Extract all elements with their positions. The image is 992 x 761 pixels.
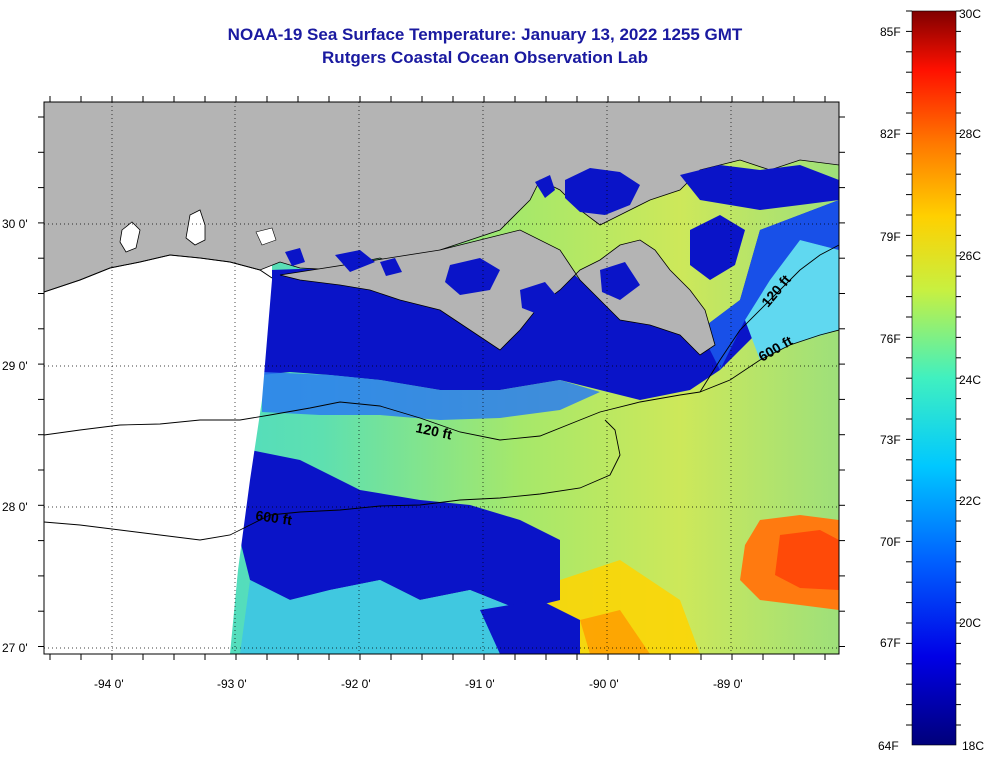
axis-ticks xyxy=(38,96,845,660)
contour-600ft-east xyxy=(699,329,839,393)
cbar-label-79f: 79F xyxy=(880,230,901,244)
lon-label-90: -90 0' xyxy=(589,677,619,691)
lon-label-94: -94 0' xyxy=(94,677,124,691)
contour-label-600ft-west: 600 ft xyxy=(255,507,294,528)
cbar-label-82f: 82F xyxy=(880,127,901,141)
lon-label-91: -91 0' xyxy=(465,677,495,691)
sw-cool-streak xyxy=(240,580,520,654)
east-cool-band xyxy=(700,200,839,370)
cool-shelf-band xyxy=(262,372,600,420)
contour-120ft-west xyxy=(44,391,701,441)
lat-label-27: 27 0' xyxy=(2,641,28,655)
map-title: NOAA-19 Sea Surface Temperature: January… xyxy=(227,25,743,44)
cbar-label-76f: 76F xyxy=(880,332,901,346)
map-subtitle: Rutgers Coastal Ocean Observation Lab xyxy=(322,48,648,67)
cbar-label-24c: 24C xyxy=(959,373,981,387)
cbar-label-26c: 26C xyxy=(959,249,981,263)
cbar-label-28c: 28C xyxy=(959,127,981,141)
lon-label-89: -89 0' xyxy=(713,677,743,691)
barataria-bay xyxy=(600,262,640,300)
sw-dark-streak xyxy=(480,600,580,654)
grand-lake xyxy=(335,250,375,272)
cbar-label-70f: 70F xyxy=(880,535,901,549)
colorbar-ticks xyxy=(906,10,961,726)
cbar-label-20c: 20C xyxy=(959,616,981,630)
cbar-label-85f: 85F xyxy=(880,25,901,39)
contour-600ft-west xyxy=(44,419,621,541)
lat-label-30: 30 0' xyxy=(2,217,28,231)
cbar-label-18c: 18C xyxy=(962,739,984,753)
cbar-label-67f: 67F xyxy=(880,636,901,650)
white-lake xyxy=(380,258,402,276)
calcasieu-lake-west xyxy=(185,209,206,246)
map-area xyxy=(44,102,839,654)
breton-sound xyxy=(690,215,745,280)
contour-label-120ft-west: 120 ft xyxy=(414,419,453,442)
warm-water-core xyxy=(775,530,839,590)
atchafalaya-bay xyxy=(445,258,500,295)
colorbar xyxy=(911,10,957,746)
lat-label-28: 28 0' xyxy=(2,500,28,514)
lake-borgne xyxy=(680,165,839,210)
lake-pontchartrain xyxy=(565,168,640,215)
gridlines xyxy=(44,102,839,654)
east-cyan-band xyxy=(745,240,839,360)
lake-maurepas xyxy=(535,175,555,198)
lat-label-29: 29 0' xyxy=(2,359,28,373)
contour-120ft-east xyxy=(699,244,839,393)
sabine-lake xyxy=(119,221,141,253)
orange-plume xyxy=(580,610,650,654)
lon-label-93: -93 0' xyxy=(217,677,247,691)
cbar-label-30c: 30C xyxy=(959,7,981,21)
cloud-mask-southwest xyxy=(240,450,560,610)
calcasieu-lake xyxy=(285,248,305,266)
lake-arthur xyxy=(255,227,277,246)
coastline-west xyxy=(44,254,273,293)
cbar-label-64f: 64F xyxy=(878,739,899,753)
cbar-label-22c: 22C xyxy=(959,494,981,508)
cbar-label-73f: 73F xyxy=(880,433,901,447)
lon-label-92: -92 0' xyxy=(341,677,371,691)
terrebonne-bay xyxy=(520,282,560,315)
map-frame xyxy=(43,101,840,655)
